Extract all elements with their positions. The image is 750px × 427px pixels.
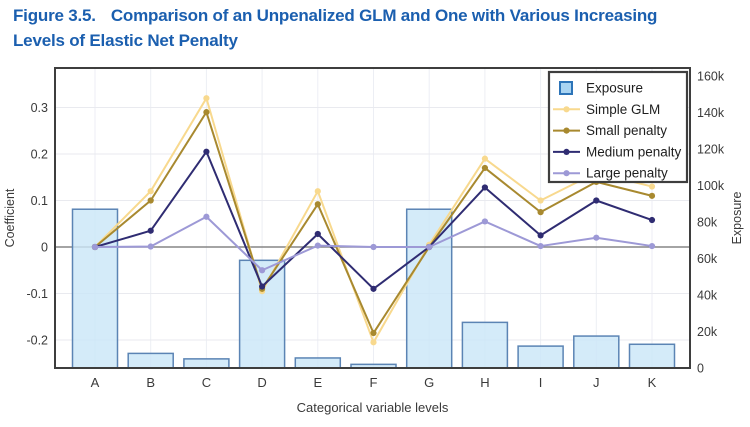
- legend-label-medium-penalty: Medium penalty: [586, 144, 682, 159]
- exposure-bars: [71, 208, 676, 369]
- legend-label-exposure: Exposure: [586, 81, 643, 96]
- category-labels: A B C D E F G H I J K: [91, 375, 657, 390]
- right-tick-label: 20k: [697, 325, 718, 339]
- marker-simple-glm-H: [481, 155, 488, 162]
- category-label-D: D: [257, 375, 266, 390]
- marker-small-penalty-K: [648, 192, 656, 199]
- marker-simple-glm-K: [648, 183, 656, 190]
- right-tick-label: 120k: [697, 143, 725, 157]
- figure-title-line-1: Figure 3.5. Comparison of an Unpenalized …: [13, 3, 743, 28]
- plot-frame: [54, 67, 691, 369]
- marker-small-penalty-B: [147, 197, 154, 204]
- figure-caption-line-2: Levels of Elastic Net Penalty: [13, 31, 238, 50]
- marker-simple-glm-E: [314, 188, 321, 195]
- legend-label-large-penalty: Large penalty: [586, 166, 668, 181]
- category-label-H: H: [480, 375, 489, 390]
- legend-label-simple-glm: Simple GLM: [586, 102, 660, 117]
- bar-B: [127, 352, 174, 369]
- marker-simple-glm-B: [147, 188, 154, 195]
- left-tick-label: 0.1: [31, 194, 48, 208]
- marker-large-penalty-E: [314, 242, 321, 249]
- marker-medium-penalty-D: [259, 283, 266, 290]
- marker-large-penalty-K: [648, 242, 656, 250]
- marker-medium-penalty-F: [370, 285, 377, 292]
- marker-medium-penalty-H: [481, 184, 488, 191]
- marker-medium-penalty-C: [203, 148, 210, 155]
- marker-medium-penalty-B: [147, 227, 154, 234]
- bar-C: [183, 358, 230, 369]
- marker-large-penalty-F: [370, 243, 377, 251]
- marker-large-penalty-B: [147, 243, 154, 250]
- bar-J: [573, 335, 620, 369]
- legend-marker-small-penalty: [563, 127, 570, 134]
- marker-small-penalty-I: [537, 209, 544, 216]
- marker-small-penalty-F: [370, 329, 377, 337]
- bar-I: [517, 345, 564, 369]
- right-tick-label: 80k: [697, 216, 718, 230]
- right-tick-label: 40k: [697, 289, 718, 303]
- bar-K: [628, 343, 676, 369]
- marker-medium-penalty-K: [648, 216, 656, 224]
- left-tick-label: -0.1: [26, 287, 48, 301]
- marker-large-penalty-I: [537, 242, 544, 250]
- marker-simple-glm-F: [370, 339, 377, 346]
- legend: Exposure Simple GLM Small penalty Medium pe…: [547, 70, 689, 184]
- marker-large-penalty-A: [91, 243, 99, 251]
- marker-medium-penalty-I: [537, 232, 544, 239]
- figure-caption-line-1: Comparison of an Unpenalized GLM and One…: [110, 6, 658, 25]
- right-tick-label: 60k: [697, 252, 718, 266]
- category-label-I: I: [539, 375, 543, 390]
- left-tick-label: 0: [41, 241, 48, 255]
- category-label-G: G: [424, 375, 434, 390]
- bar-H: [461, 321, 509, 369]
- left-axis-ticks: 0.3 0.2 0.1 0 -0.1 -0.2: [26, 101, 48, 348]
- category-label-C: C: [202, 375, 211, 390]
- marker-large-penalty-H: [481, 218, 488, 225]
- category-label-F: F: [370, 375, 378, 390]
- legend-marker-large-penalty: [563, 170, 570, 177]
- series-large-penalty: [91, 213, 656, 274]
- marker-large-penalty-G: [426, 243, 433, 251]
- category-label-J: J: [593, 375, 600, 390]
- marker-small-penalty-H: [481, 164, 488, 172]
- left-axis-title: Coefficient: [3, 188, 17, 247]
- legend-marker-exposure: [559, 81, 573, 95]
- category-label-E: E: [313, 375, 322, 390]
- marker-large-penalty-C: [203, 213, 210, 220]
- legend-marker-simple-glm: [563, 106, 570, 113]
- category-label-B: B: [146, 375, 155, 390]
- bar-E: [294, 357, 342, 369]
- x-axis-title: Categorical variable levels: [297, 400, 449, 415]
- combo-chart: 0.3 0.2 0.1 0 -0.1 -0.2 160k 140k 120k 100k 80k 60k…: [3, 67, 744, 415]
- right-tick-label: 0: [697, 362, 704, 376]
- figure-title: Figure 3.5. Comparison of an Unpenalized …: [13, 3, 743, 53]
- legend-label-small-penalty: Small penalty: [586, 123, 667, 138]
- marker-small-penalty-C: [203, 109, 210, 116]
- category-label-K: K: [648, 375, 657, 390]
- left-tick-label: 0.2: [31, 148, 48, 162]
- category-label-A: A: [91, 375, 100, 390]
- bar-G: [405, 208, 453, 369]
- marker-simple-glm-C: [203, 95, 210, 102]
- right-tick-label: 100k: [697, 179, 725, 193]
- marker-medium-penalty-E: [314, 230, 321, 238]
- left-tick-label: 0.3: [31, 101, 48, 115]
- marker-large-penalty-D: [259, 267, 266, 274]
- right-tick-label: 160k: [697, 70, 725, 84]
- right-axis-ticks: 160k 140k 120k 100k 80k 60k 40k 20k 0: [697, 70, 725, 376]
- marker-simple-glm-I: [537, 197, 544, 204]
- left-tick-label: -0.2: [26, 334, 48, 348]
- right-tick-label: 140k: [697, 106, 725, 120]
- legend-marker-medium-penalty: [563, 148, 570, 155]
- right-axis-title: Exposure: [730, 192, 744, 245]
- figure-number: Figure 3.5.: [13, 6, 96, 25]
- marker-small-penalty-E: [314, 201, 321, 208]
- bar-D: [238, 259, 286, 369]
- marker-large-penalty-J: [593, 234, 600, 241]
- marker-medium-penalty-J: [593, 197, 600, 204]
